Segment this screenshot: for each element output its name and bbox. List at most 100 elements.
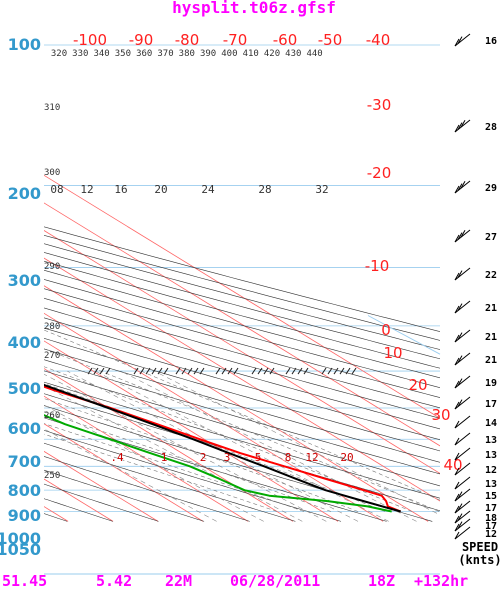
hatch-mark bbox=[187, 367, 193, 375]
wind-feather bbox=[457, 513, 463, 521]
hatch-mark bbox=[157, 367, 163, 375]
wind-barb bbox=[454, 329, 471, 343]
wind-barb bbox=[454, 229, 471, 243]
wind-feather bbox=[454, 272, 460, 281]
wind-staff bbox=[454, 526, 471, 540]
wind-feather bbox=[457, 355, 463, 363]
footer-hour: 18Z bbox=[368, 572, 395, 590]
dry-adiabat bbox=[44, 317, 440, 430]
hatch-mark bbox=[257, 367, 263, 375]
temperature-label: -30 bbox=[367, 96, 392, 114]
series-temperature-line bbox=[44, 385, 402, 513]
wind-speed-label: 27 bbox=[485, 232, 497, 243]
dry-adiabat bbox=[44, 234, 440, 341]
hatch-mark bbox=[163, 367, 169, 375]
mixing-ratio-upper-label: 24 bbox=[201, 183, 215, 196]
wind-staff bbox=[454, 396, 471, 410]
temperature-label: -10 bbox=[365, 257, 390, 275]
mixing-ratio-upper-label: 12 bbox=[80, 183, 93, 196]
theta-label: 380 bbox=[179, 49, 195, 59]
theta-label: 430 bbox=[285, 49, 301, 59]
wind-speed-label: 22 bbox=[485, 270, 497, 281]
theta-label: 400 bbox=[221, 49, 237, 59]
dry-adiabat bbox=[44, 252, 440, 360]
dry-adiabat bbox=[44, 269, 440, 379]
wind-staff bbox=[454, 488, 471, 502]
theta-label: 350 bbox=[115, 49, 131, 59]
wind-barb bbox=[454, 267, 471, 281]
mixing-ratio-upper-label: 32 bbox=[315, 183, 328, 196]
wind-speed-label: 13 bbox=[485, 435, 497, 446]
wind-barb bbox=[454, 375, 471, 389]
dry-adiabat bbox=[44, 327, 440, 441]
isotherm-line bbox=[44, 285, 429, 522]
dry-adiabat bbox=[44, 417, 387, 522]
dry-adiabat bbox=[44, 260, 440, 369]
wind-barb bbox=[454, 518, 471, 532]
hatch-mark bbox=[345, 367, 351, 375]
wind-feather bbox=[457, 491, 463, 499]
wind-feather bbox=[454, 380, 460, 389]
mixing-ratio-upper-label: 16 bbox=[114, 183, 127, 196]
hatch-mark bbox=[99, 367, 105, 375]
theta-label: 330 bbox=[72, 49, 88, 59]
dry-adiabat bbox=[44, 430, 342, 522]
hatch-mark bbox=[233, 367, 239, 375]
isotherm-line bbox=[44, 230, 440, 474]
wind-speed-label: 29 bbox=[485, 183, 497, 194]
wind-staff bbox=[454, 229, 471, 243]
hatch-mark bbox=[351, 367, 357, 375]
hatch-mark bbox=[133, 367, 139, 375]
hatch-mark bbox=[251, 367, 257, 375]
dry-adiabat bbox=[44, 483, 159, 522]
mixing-ratio-line bbox=[44, 385, 303, 522]
theta-label: 370 bbox=[157, 49, 173, 59]
theta-label: 440 bbox=[306, 49, 322, 59]
mixing-ratio-lower-label: .4 bbox=[110, 451, 124, 464]
pressure-label: 800 bbox=[8, 481, 41, 500]
wind-speed-label: 17 bbox=[485, 399, 497, 410]
wind-speed-label: 21 bbox=[485, 332, 497, 343]
wind-speed-label: 18 bbox=[485, 513, 497, 524]
series-parcel-line bbox=[44, 383, 401, 513]
footer-date: 06/28/2011 bbox=[230, 572, 320, 590]
temperature-label: 30 bbox=[431, 406, 450, 424]
wind-staff bbox=[454, 415, 471, 429]
wind-barb bbox=[454, 510, 471, 524]
temperature-label: 20 bbox=[408, 376, 427, 394]
moist-adiabat bbox=[44, 423, 305, 512]
mixing-ratio-line bbox=[120, 370, 417, 522]
speed-label-line2: (knts) bbox=[458, 553, 501, 567]
wind-staff bbox=[454, 180, 471, 194]
wind-feather bbox=[457, 122, 463, 130]
wind-barb bbox=[454, 180, 471, 194]
wind-speed-label: 17 bbox=[485, 503, 497, 514]
temperature-label: -80 bbox=[175, 31, 200, 49]
wind-feather bbox=[457, 399, 463, 407]
wind-speed-label: 17 bbox=[485, 521, 497, 532]
temperature-label: 0 bbox=[381, 321, 391, 339]
wind-staff bbox=[454, 462, 471, 476]
wind-barb bbox=[454, 33, 471, 47]
pressure-label: 900 bbox=[8, 506, 41, 525]
pressure-label: 500 bbox=[8, 379, 41, 398]
hatch-mark bbox=[215, 367, 221, 375]
footer: 51.45 5.42 22M 06/28/2011 18Z +132hr bbox=[2, 572, 468, 590]
temperature-label: -70 bbox=[223, 31, 248, 49]
dry-adiabat bbox=[44, 337, 440, 452]
dry-adiabat bbox=[44, 381, 440, 499]
temperature-label: -60 bbox=[273, 31, 298, 49]
wind-feather bbox=[454, 505, 460, 514]
wind-feather bbox=[457, 378, 463, 386]
footer-lat: 51.45 bbox=[2, 572, 47, 590]
theta-label: 390 bbox=[200, 49, 216, 59]
theta-label: 320 bbox=[51, 49, 67, 59]
wind-feather bbox=[454, 481, 460, 490]
isotherm-line bbox=[44, 423, 204, 522]
mixing-ratio-line bbox=[44, 428, 217, 522]
hatch-mark bbox=[87, 367, 93, 375]
hatch-mark bbox=[333, 367, 339, 375]
temperature-label: -40 bbox=[366, 31, 391, 49]
